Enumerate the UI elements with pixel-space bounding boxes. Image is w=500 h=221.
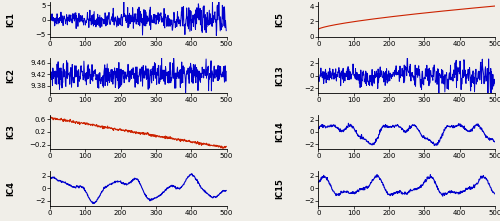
Y-axis label: IC14: IC14 bbox=[275, 122, 284, 142]
Y-axis label: IC5: IC5 bbox=[275, 12, 284, 27]
Y-axis label: IC15: IC15 bbox=[275, 178, 284, 199]
Y-axis label: IC2: IC2 bbox=[6, 68, 16, 83]
Y-axis label: IC4: IC4 bbox=[6, 181, 16, 196]
Y-axis label: IC13: IC13 bbox=[275, 65, 284, 86]
Y-axis label: IC3: IC3 bbox=[6, 125, 16, 139]
Y-axis label: IC1: IC1 bbox=[6, 12, 16, 27]
